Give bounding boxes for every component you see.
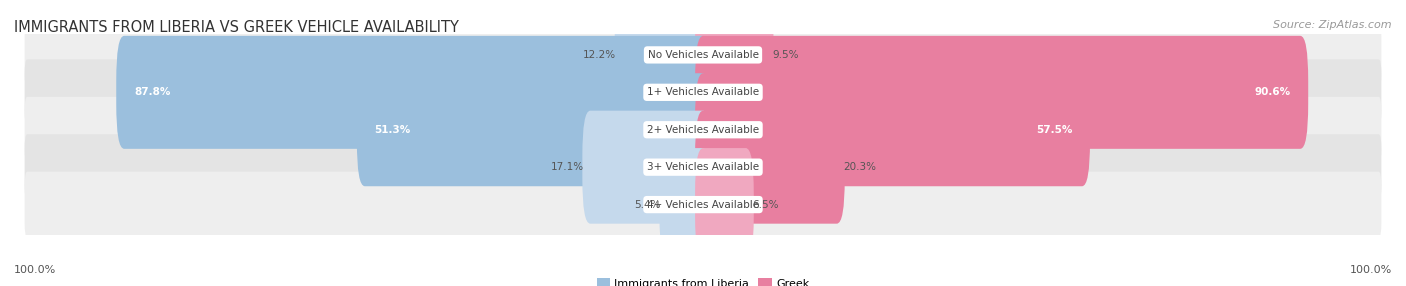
Text: IMMIGRANTS FROM LIBERIA VS GREEK VEHICLE AVAILABILITY: IMMIGRANTS FROM LIBERIA VS GREEK VEHICLE… xyxy=(14,20,458,35)
FancyBboxPatch shape xyxy=(695,148,754,261)
FancyBboxPatch shape xyxy=(25,59,1381,125)
FancyBboxPatch shape xyxy=(695,73,1090,186)
FancyBboxPatch shape xyxy=(25,134,1381,200)
Text: 5.4%: 5.4% xyxy=(634,200,661,210)
Text: 87.8%: 87.8% xyxy=(134,87,170,97)
Text: 51.3%: 51.3% xyxy=(374,125,411,135)
Text: 1+ Vehicles Available: 1+ Vehicles Available xyxy=(647,87,759,97)
FancyBboxPatch shape xyxy=(25,22,1381,88)
Text: 100.0%: 100.0% xyxy=(14,265,56,275)
Text: No Vehicles Available: No Vehicles Available xyxy=(648,50,758,60)
Text: 12.2%: 12.2% xyxy=(583,50,616,60)
Text: 17.1%: 17.1% xyxy=(551,162,583,172)
FancyBboxPatch shape xyxy=(695,111,845,224)
FancyBboxPatch shape xyxy=(117,36,711,149)
Text: 57.5%: 57.5% xyxy=(1036,125,1073,135)
FancyBboxPatch shape xyxy=(659,148,711,261)
FancyBboxPatch shape xyxy=(695,36,1308,149)
FancyBboxPatch shape xyxy=(357,73,711,186)
FancyBboxPatch shape xyxy=(582,111,711,224)
Text: 6.5%: 6.5% xyxy=(752,200,779,210)
Text: 20.3%: 20.3% xyxy=(844,162,876,172)
Text: 9.5%: 9.5% xyxy=(772,50,799,60)
FancyBboxPatch shape xyxy=(25,97,1381,163)
FancyBboxPatch shape xyxy=(25,172,1381,237)
FancyBboxPatch shape xyxy=(614,0,711,112)
Text: 4+ Vehicles Available: 4+ Vehicles Available xyxy=(647,200,759,210)
FancyBboxPatch shape xyxy=(695,0,773,112)
Text: 100.0%: 100.0% xyxy=(1350,265,1392,275)
Legend: Immigrants from Liberia, Greek: Immigrants from Liberia, Greek xyxy=(592,274,814,286)
Text: 2+ Vehicles Available: 2+ Vehicles Available xyxy=(647,125,759,135)
Text: 90.6%: 90.6% xyxy=(1254,87,1291,97)
Text: 3+ Vehicles Available: 3+ Vehicles Available xyxy=(647,162,759,172)
Text: Source: ZipAtlas.com: Source: ZipAtlas.com xyxy=(1274,20,1392,30)
